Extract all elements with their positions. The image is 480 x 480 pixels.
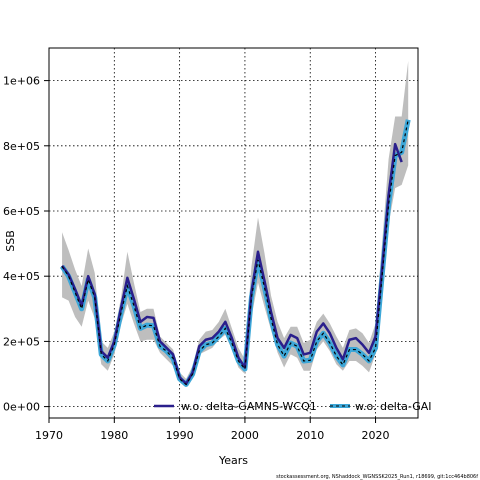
series-line-s1	[61, 142, 403, 386]
y-tick-label: 4e+05	[3, 270, 40, 283]
axes: 1970 1980 1990 2000 2010 2020 0e+00 2e+05 4e+05 6…	[3, 75, 390, 442]
y-tick-label: 0e+00	[3, 401, 40, 414]
x-tick-label: 2020	[362, 429, 390, 442]
x-tick-label: 1980	[100, 429, 128, 442]
y-tick-label: 8e+05	[3, 140, 40, 153]
x-tick-label: 1970	[35, 429, 63, 442]
y-tick-label: 6e+05	[3, 205, 40, 218]
legend-label-series-2: w.o. delta-GAI	[355, 400, 432, 413]
x-tick-label: 1990	[166, 429, 194, 442]
footer-note: stockassessment.org, NShaddock_WGNSSK202…	[276, 474, 478, 480]
y-tick-label: 1e+06	[3, 75, 40, 88]
x-tick-label: 2000	[231, 429, 259, 442]
plot-frame	[48, 47, 419, 419]
series-line-s2	[61, 119, 409, 386]
series-lines	[59, 119, 411, 387]
legend-label-series-1: w.o. delta-GAMNS-WCQ1	[181, 400, 317, 413]
x-tick-label: 2010	[296, 429, 324, 442]
x-axis-title: Years	[218, 454, 248, 467]
legend: w.o. delta-GAMNS-WCQ1 w.o. delta-GAI	[154, 400, 432, 413]
y-axis-title: SSB	[4, 230, 17, 252]
y-tick-label: 2e+05	[3, 335, 40, 348]
